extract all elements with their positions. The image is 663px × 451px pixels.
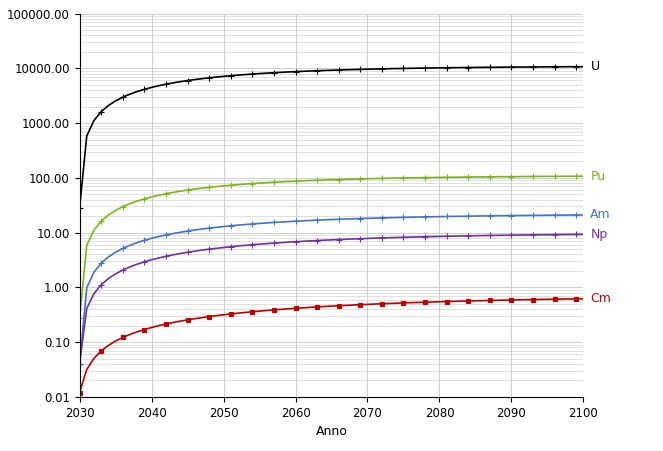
Y-axis label: tonnellate: tonnellate xyxy=(0,174,1,237)
Text: U: U xyxy=(590,60,599,73)
X-axis label: Anno: Anno xyxy=(316,425,347,438)
Text: Pu: Pu xyxy=(590,170,605,183)
Text: Am: Am xyxy=(590,208,611,221)
Text: Np: Np xyxy=(590,228,607,241)
Text: Cm: Cm xyxy=(590,292,611,305)
